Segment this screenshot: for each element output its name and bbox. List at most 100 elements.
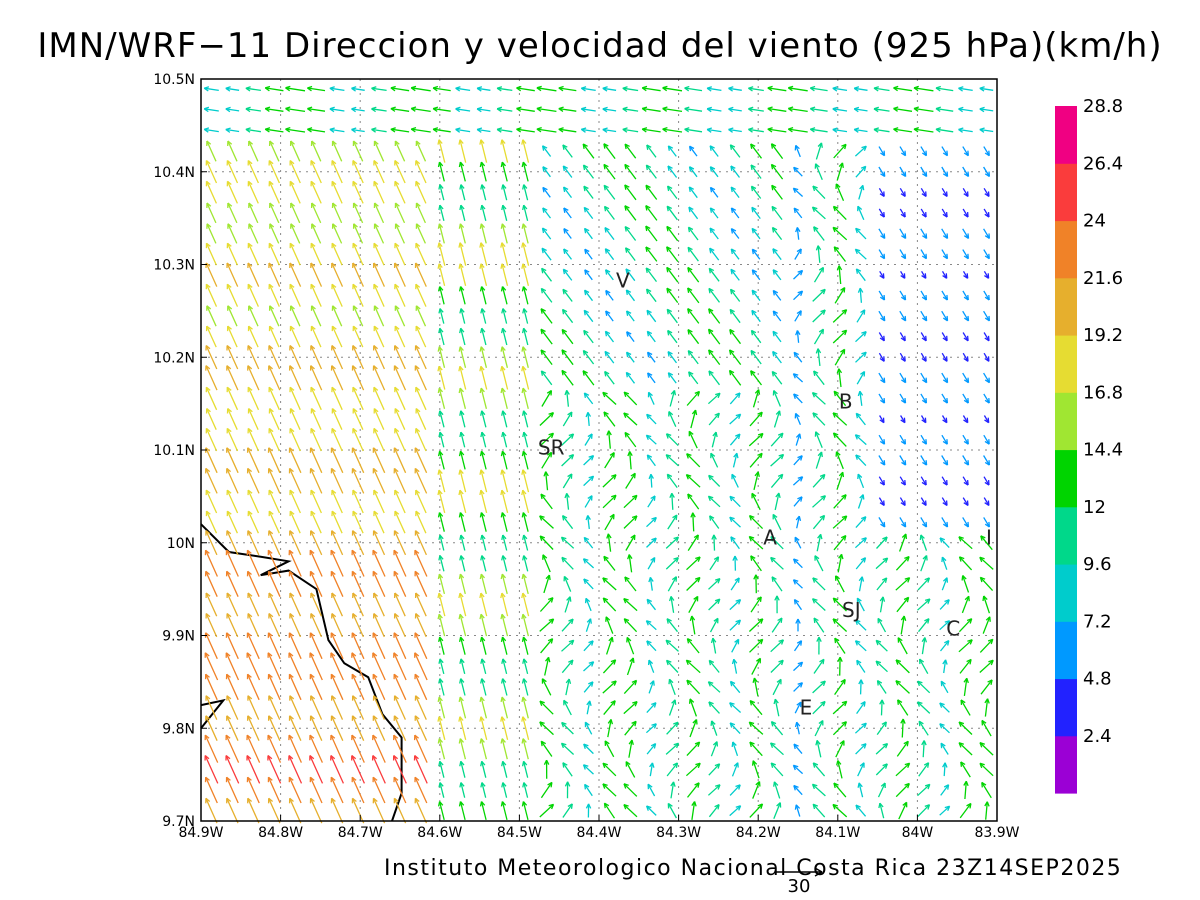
- wind-arrow: [205, 283, 218, 307]
- wind-arrow: [941, 415, 948, 424]
- wind-arrow: [310, 202, 322, 224]
- wind-arrow: [983, 270, 990, 279]
- wind-arrow: [812, 495, 827, 508]
- wind-arrow: [289, 386, 301, 411]
- wind-arrow: [437, 346, 446, 368]
- wind-arrow: [372, 652, 386, 681]
- wind-arrow: [437, 592, 446, 617]
- wind-arrow: [666, 185, 678, 199]
- wind-arrow: [812, 762, 826, 777]
- wind-arrow: [897, 699, 909, 716]
- wind-arrow: [459, 534, 466, 551]
- wind-arrow: [438, 658, 445, 675]
- wind-arrow: [268, 408, 280, 430]
- wind-arrow: [458, 716, 467, 740]
- colorbar-label: 4.8: [1083, 669, 1112, 690]
- wind-arrow: [352, 305, 364, 327]
- wind-arrow: [204, 673, 218, 701]
- wind-arrow: [962, 310, 970, 322]
- wind-arrow: [873, 127, 890, 133]
- wind-arrow: [205, 715, 218, 741]
- wind-arrow: [394, 510, 406, 534]
- wind-arrow: [438, 308, 445, 324]
- wind-arrow: [813, 658, 825, 674]
- wind-arrow: [583, 206, 594, 219]
- wind-arrow: [521, 286, 529, 305]
- wind-arrow: [729, 702, 742, 713]
- wind-arrow: [415, 160, 427, 184]
- wind-arrow: [812, 680, 826, 694]
- wind-arrow: [753, 574, 759, 594]
- wind-arrow: [899, 208, 906, 218]
- wind-arrow: [310, 305, 322, 327]
- wind-arrow: [920, 517, 928, 528]
- wind-arrow: [310, 345, 323, 370]
- wind-arrow: [496, 106, 513, 113]
- wind-arrow: [688, 145, 698, 157]
- wind-arrow: [935, 106, 954, 112]
- colorbar-label: 28.8: [1083, 96, 1123, 117]
- wind-arrow: [437, 365, 446, 390]
- wind-arrow: [560, 742, 575, 755]
- wind-arrow: [500, 613, 509, 637]
- wind-arrow: [979, 556, 994, 570]
- wind-arrow: [437, 696, 446, 719]
- wind-arrow: [921, 740, 927, 758]
- wind-arrow: [920, 208, 927, 218]
- wind-arrow: [500, 365, 509, 390]
- wind-arrow: [833, 390, 847, 407]
- wind-arrow: [750, 185, 762, 199]
- wind-arrow: [837, 656, 843, 676]
- wind-arrow: [771, 617, 783, 633]
- wind-arrow: [458, 592, 467, 617]
- wind-arrow: [730, 207, 740, 219]
- wind-arrow: [584, 433, 593, 446]
- colorbar-swatch: [1055, 220, 1077, 279]
- wind-arrow: [900, 615, 907, 635]
- wind-arrow: [900, 270, 906, 279]
- wind-arrow: [795, 515, 802, 529]
- wind-arrow: [624, 226, 637, 241]
- wind-arrow: [878, 228, 886, 239]
- wind-arrow: [204, 652, 219, 681]
- wind-arrow: [772, 350, 782, 364]
- wind-arrow: [709, 617, 719, 633]
- wind-arrow: [268, 365, 281, 391]
- wind-arrow: [603, 163, 616, 180]
- wind-arrow: [583, 578, 594, 590]
- wind-arrow: [792, 558, 803, 569]
- wind-arrow: [309, 549, 323, 577]
- wind-arrow: [540, 328, 553, 345]
- wind-arrow: [853, 86, 868, 92]
- wind-arrow: [962, 290, 969, 301]
- wind-arrow: [898, 801, 908, 820]
- wind-arrow: [285, 126, 306, 133]
- wind-arrow: [351, 632, 365, 660]
- wind-arrow: [458, 613, 467, 637]
- place-label: SJ: [842, 598, 861, 622]
- wind-arrow: [372, 530, 386, 556]
- wind-arrow: [878, 476, 885, 486]
- wind-arrow: [662, 85, 683, 92]
- wind-arrow: [604, 452, 615, 469]
- wind-arrow: [246, 652, 261, 681]
- wind-arrow: [331, 613, 343, 638]
- wind-arrow: [414, 652, 428, 681]
- wind-arrow: [415, 386, 427, 411]
- wind-arrow: [479, 161, 487, 182]
- wind-arrow: [521, 469, 530, 493]
- wind-arrow: [393, 549, 407, 577]
- wind-arrow: [731, 473, 739, 488]
- wind-arrow: [917, 783, 931, 797]
- wind-arrow: [771, 205, 783, 220]
- wind-arrow: [730, 186, 740, 198]
- wind-arrow: [289, 325, 301, 348]
- wind-arrow: [500, 489, 509, 514]
- wind-arrow: [247, 613, 260, 638]
- wind-arrow: [960, 699, 971, 716]
- wind-arrow: [205, 592, 218, 617]
- wind-arrow: [584, 721, 593, 735]
- wind-arrow: [479, 613, 488, 637]
- wind-arrow: [390, 127, 410, 133]
- colorbar-label: 14.4: [1083, 440, 1123, 461]
